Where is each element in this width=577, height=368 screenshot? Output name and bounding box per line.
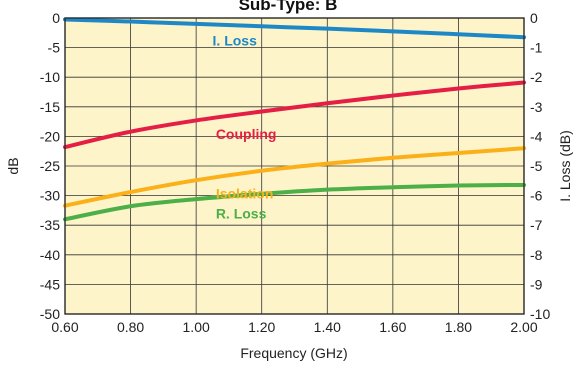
x-tick-label: 0.60: [51, 319, 78, 335]
x-tick-label: 2.00: [510, 319, 537, 335]
x-tick-label: 1.40: [314, 319, 341, 335]
y2-tick-label: -2: [530, 69, 543, 85]
y-tick-label: -30: [40, 188, 60, 204]
plot-frame: [64, 17, 525, 315]
y2-tick-label: -5: [530, 158, 543, 174]
y2-tick-label: 0: [530, 10, 538, 26]
y-tick-label: -45: [40, 276, 60, 292]
y-tick-label: -50: [40, 306, 60, 322]
x-tick-label: 1.00: [183, 319, 210, 335]
series-line-isolation: [63, 146, 526, 208]
series-label-i-loss: I. Loss: [213, 33, 258, 49]
y2-tick-label: -9: [530, 276, 543, 292]
y-tick-label: -40: [40, 247, 60, 263]
y2-axis-label: I. Loss (dB): [557, 130, 573, 202]
series-labels: I. Loss Coupling Isolation R. Loss: [213, 33, 277, 222]
y-tick-label: -20: [40, 128, 60, 144]
y2-tick-label: -10: [530, 306, 550, 322]
y2-tick-labels: 0 -1 -2 -3 -4 -5 -6 -7 -8 -9 -10: [530, 10, 550, 322]
y-tick-label: 0: [52, 10, 60, 26]
x-tick-label: 1.20: [248, 319, 275, 335]
y-tick-labels: 0 -5 -10 -15 -20 -25 -30 -35 -40 -45 -50: [40, 10, 60, 322]
y-tick-label: -10: [40, 69, 60, 85]
series-label-r-loss: R. Loss: [216, 206, 267, 222]
series-label-isolation: Isolation: [216, 185, 274, 201]
y-tick-label: -25: [40, 158, 60, 174]
series-line-i-loss: [63, 17, 526, 40]
series-line-r-loss: [63, 182, 526, 222]
x-tick-labels: 0.60 0.80 1.00 1.20 1.40 1.60 1.80 2.00: [51, 319, 537, 335]
series-lines: [63, 17, 526, 222]
y2-tick-label: -7: [530, 217, 543, 233]
y2-tick-label: -1: [530, 40, 543, 56]
x-tick-label: 1.60: [379, 319, 406, 335]
y-tick-label: -15: [40, 99, 60, 115]
y-tick-label: -5: [48, 40, 61, 56]
series-label-coupling: Coupling: [216, 126, 277, 142]
y2-tick-label: -4: [530, 128, 543, 144]
y-tick-label: -35: [40, 217, 60, 233]
series-line-coupling: [63, 80, 526, 150]
x-axis-label: Frequency (GHz): [240, 345, 347, 361]
chart-title: Sub-Type: B: [239, 0, 338, 14]
x-tick-label: 1.80: [445, 319, 472, 335]
y-axis-label: dB: [5, 157, 21, 174]
y2-tick-label: -3: [530, 99, 543, 115]
x-tick-label: 0.80: [117, 319, 144, 335]
y2-tick-label: -6: [530, 188, 543, 204]
y2-tick-label: -8: [530, 247, 543, 263]
